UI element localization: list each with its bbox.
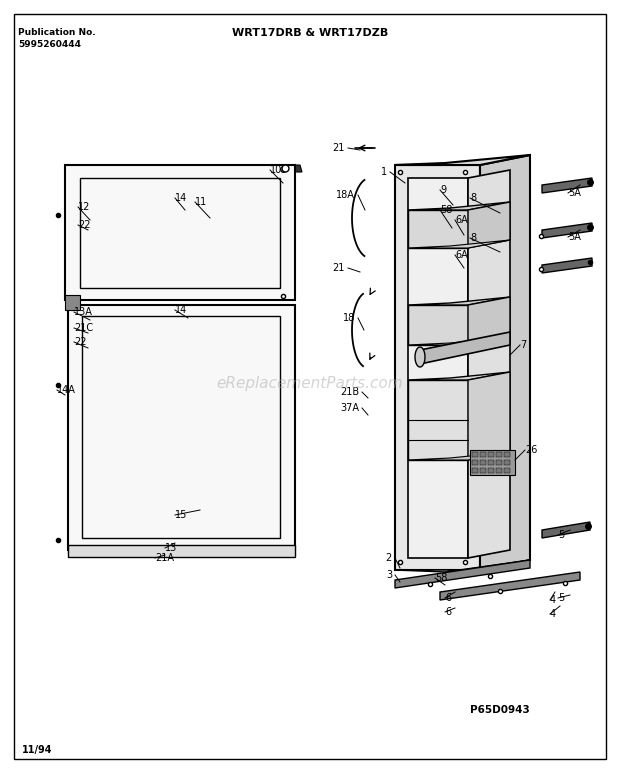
Text: 5A: 5A: [568, 188, 581, 198]
Text: 6: 6: [445, 607, 451, 617]
Text: 8: 8: [470, 193, 476, 203]
Text: 11/94: 11/94: [22, 745, 53, 755]
Text: eReplacementParts.com: eReplacementParts.com: [216, 376, 404, 390]
Text: 9: 9: [440, 185, 446, 195]
Text: 14A: 14A: [57, 385, 76, 395]
Polygon shape: [395, 165, 480, 570]
Text: 21: 21: [332, 263, 345, 273]
Polygon shape: [542, 178, 592, 193]
Text: 4: 4: [550, 609, 556, 619]
Bar: [488, 468, 494, 473]
Text: 26: 26: [525, 445, 538, 455]
Text: 2: 2: [386, 553, 392, 563]
Bar: [496, 468, 502, 473]
Polygon shape: [480, 155, 530, 570]
Polygon shape: [408, 202, 510, 210]
Text: 6A: 6A: [455, 215, 467, 225]
Text: 15: 15: [175, 510, 187, 520]
Polygon shape: [395, 560, 530, 572]
Polygon shape: [468, 297, 510, 345]
Polygon shape: [408, 297, 510, 305]
Polygon shape: [395, 560, 530, 588]
Polygon shape: [408, 305, 468, 345]
Text: 21: 21: [332, 143, 345, 153]
Bar: [472, 460, 478, 465]
Bar: [488, 452, 494, 457]
Polygon shape: [440, 572, 580, 600]
Text: 8: 8: [470, 233, 476, 243]
Text: 58: 58: [435, 573, 448, 583]
Polygon shape: [72, 165, 295, 172]
Bar: [65, 295, 80, 310]
Bar: [504, 452, 510, 457]
Bar: [472, 452, 478, 457]
Text: WRT17DRB & WRT17DZB: WRT17DRB & WRT17DZB: [232, 28, 388, 38]
Polygon shape: [408, 452, 510, 460]
Text: 1: 1: [381, 167, 387, 177]
Bar: [496, 452, 502, 457]
Bar: [68, 305, 295, 550]
Text: 11: 11: [195, 197, 207, 207]
Bar: [80, 178, 280, 288]
Polygon shape: [468, 372, 510, 460]
Text: 22: 22: [74, 337, 87, 347]
Polygon shape: [408, 337, 510, 345]
Polygon shape: [408, 240, 510, 248]
Bar: [480, 452, 486, 457]
Text: Publication No.: Publication No.: [18, 28, 95, 37]
Bar: [82, 316, 280, 538]
Bar: [65, 165, 295, 300]
Bar: [470, 450, 515, 475]
Polygon shape: [395, 155, 530, 165]
Bar: [488, 460, 494, 465]
Text: 21B: 21B: [340, 387, 359, 397]
Bar: [496, 460, 502, 465]
Polygon shape: [542, 522, 590, 538]
Text: 18A: 18A: [336, 190, 355, 200]
Polygon shape: [290, 165, 302, 172]
Bar: [504, 460, 510, 465]
Text: 21A: 21A: [155, 553, 174, 563]
Polygon shape: [542, 223, 592, 238]
Text: 13: 13: [165, 543, 177, 553]
Bar: [504, 468, 510, 473]
Bar: [68, 545, 295, 557]
Bar: [480, 460, 486, 465]
Text: 5995260444: 5995260444: [18, 40, 81, 49]
Polygon shape: [468, 170, 510, 558]
Text: 5A: 5A: [568, 232, 581, 242]
Bar: [480, 468, 486, 473]
Text: 3: 3: [386, 570, 392, 580]
Polygon shape: [468, 202, 510, 248]
Bar: [472, 468, 478, 473]
Text: 13A: 13A: [74, 307, 93, 317]
Polygon shape: [65, 165, 77, 300]
Polygon shape: [408, 210, 468, 248]
Text: 10: 10: [270, 165, 282, 175]
Text: 5: 5: [558, 530, 564, 540]
Polygon shape: [420, 332, 510, 364]
Text: 18: 18: [343, 313, 355, 323]
Text: 14: 14: [175, 305, 187, 315]
Text: 58: 58: [440, 205, 453, 215]
Text: 6A: 6A: [455, 250, 467, 260]
Text: 21C: 21C: [74, 323, 93, 333]
Text: 6: 6: [445, 593, 451, 603]
Text: 37A: 37A: [340, 403, 359, 413]
Text: 22: 22: [78, 220, 91, 230]
Text: 4: 4: [550, 595, 556, 605]
Polygon shape: [408, 380, 468, 460]
Text: P65D0943: P65D0943: [470, 705, 529, 715]
Polygon shape: [542, 258, 592, 273]
Polygon shape: [408, 372, 510, 380]
Text: 7: 7: [520, 340, 526, 350]
Polygon shape: [408, 178, 468, 558]
Text: 5: 5: [558, 593, 564, 603]
Text: 14: 14: [175, 193, 187, 203]
Text: 12: 12: [78, 202, 91, 212]
Polygon shape: [415, 347, 425, 367]
